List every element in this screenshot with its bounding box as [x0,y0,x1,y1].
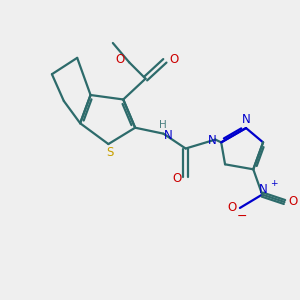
Text: O: O [288,196,297,208]
Text: O: O [116,53,125,66]
Text: N: N [164,129,172,142]
Text: N: N [259,183,268,196]
Text: O: O [172,172,182,185]
Text: −: − [237,210,247,223]
Text: N: N [208,134,217,147]
Text: S: S [106,146,114,160]
Text: O: O [228,201,237,214]
Text: H: H [160,120,167,130]
Text: +: + [270,179,277,188]
Text: N: N [242,112,250,126]
Text: O: O [169,53,178,66]
